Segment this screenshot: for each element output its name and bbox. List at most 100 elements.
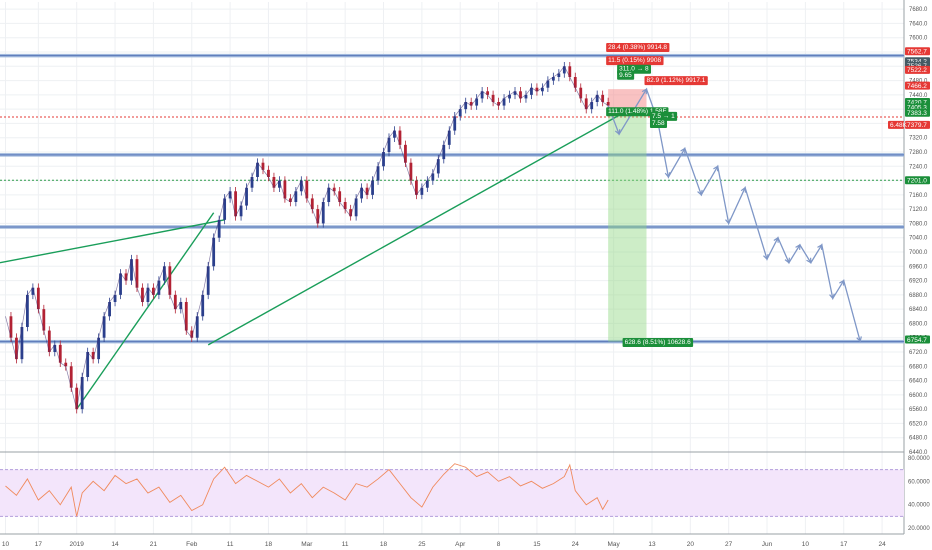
candle-body — [97, 337, 101, 360]
time-tick-label: 10 — [2, 541, 10, 548]
candle-body — [546, 80, 550, 88]
time-tick-label: 13 — [648, 541, 656, 548]
candle-body — [20, 327, 24, 360]
candle-body — [502, 98, 506, 106]
projection-arrowhead — [784, 257, 790, 264]
price-tick-label: 6560.0 — [909, 407, 928, 413]
candle-body — [299, 180, 303, 192]
candle-body — [152, 287, 155, 295]
trendline[interactable] — [76, 212, 215, 410]
candle-body — [234, 191, 237, 217]
candle-body — [447, 130, 451, 145]
candle-body — [486, 91, 490, 95]
time-tick-label: 11 — [227, 541, 234, 548]
annotation-box — [606, 42, 670, 52]
projection-arrowhead — [740, 186, 747, 193]
candle-body — [195, 316, 199, 338]
candle-body — [250, 177, 254, 188]
candle-body — [365, 187, 369, 195]
trendlines[interactable] — [0, 108, 631, 410]
annotation-box — [649, 111, 678, 121]
candle-body — [530, 87, 533, 95]
candle-body — [321, 202, 325, 224]
candle-body — [184, 302, 188, 331]
price-tick-label: 6880.0 — [909, 293, 928, 299]
price-tick-label: 6640.0 — [909, 379, 928, 385]
time-tick-label: 10 — [802, 541, 810, 548]
rsi-line — [5, 463, 609, 517]
trendline[interactable] — [0, 219, 225, 264]
candle-body — [551, 77, 555, 81]
projection-arrowhead — [664, 172, 671, 179]
price-label-text: 6.48K — [890, 122, 908, 129]
rsi-axis: 80.0000 60.0000 40.0000 20.0000 — [908, 456, 930, 532]
time-tick-label: Mar — [301, 541, 313, 548]
annotation-text: 9.65 — [619, 72, 632, 79]
price-tick-label: 6520.0 — [909, 421, 928, 427]
projection-arrowhead — [725, 218, 731, 225]
price-tick-label: 6720.0 — [909, 350, 928, 356]
candle-body — [519, 91, 522, 99]
price-line — [5, 65, 609, 410]
candle-body — [371, 180, 374, 195]
candle-body — [47, 330, 51, 352]
candle-body — [442, 144, 446, 160]
candle-body — [568, 66, 572, 77]
candle-body — [267, 169, 270, 177]
annotation-text: 111.0 (1.48%) 1.58F — [608, 108, 666, 115]
time-tick-label: 20 — [687, 541, 695, 548]
candle-body — [278, 180, 281, 188]
time-tick-label: 17 — [840, 541, 848, 548]
price-label-box — [905, 108, 930, 117]
rsi-tick-label: 40.0000 — [908, 503, 930, 509]
price-tick-label: 7280.0 — [909, 150, 928, 156]
time-tick-label: 2019 — [69, 541, 84, 548]
time-axis[interactable]: 10 17 2019 14 21 Feb 11 18 Mar 11 18 25 Apr 8 15 24 May 1… — [2, 541, 886, 548]
price-tick-label: 7000.0 — [909, 250, 928, 256]
price-tick-label: 6600.0 — [909, 393, 928, 399]
price-label-text: 7379.7 — [907, 122, 927, 129]
price-tick-label: 7120.0 — [909, 207, 928, 213]
candle-body — [288, 198, 292, 202]
rsi-band-fill — [0, 469, 904, 517]
price-tick-label: 7680.0 — [909, 7, 928, 13]
candle-body — [513, 91, 517, 95]
price-axis[interactable]: 7680.07640.07600.07560.07520.07480.07440… — [909, 7, 928, 456]
candle-body — [354, 198, 358, 217]
price-tick-label: 6840.0 — [909, 307, 928, 313]
price-label-box — [905, 120, 930, 129]
candle-body — [102, 316, 106, 338]
candle-body — [141, 287, 144, 302]
candle-body — [58, 344, 62, 363]
candle-body — [113, 294, 117, 302]
short-position[interactable] — [608, 89, 647, 342]
price-label-box — [888, 120, 904, 129]
trendline[interactable] — [207, 108, 631, 346]
time-tick-label: 8 — [497, 541, 501, 548]
time-tick-label: Apr — [455, 541, 466, 548]
candle-body — [310, 198, 314, 210]
candle-body — [393, 130, 396, 138]
candle-body — [190, 330, 194, 338]
price-series — [5, 62, 610, 414]
time-tick-label: 18 — [380, 541, 388, 548]
time-tick-label: 11 — [342, 541, 349, 548]
candle-body — [162, 266, 166, 281]
candle-body — [316, 209, 320, 224]
time-tick-label: 25 — [418, 541, 426, 548]
take-profit-zone[interactable] — [608, 114, 647, 342]
price-label-text: 7522.2 — [907, 67, 927, 74]
candle-body — [69, 366, 73, 388]
projection-arrowhead — [680, 147, 686, 154]
candle-body — [562, 66, 566, 74]
candle-body — [343, 202, 347, 210]
candle-body — [590, 102, 594, 110]
time-tick-label: 21 — [150, 541, 158, 548]
price-tick-label: 7320.0 — [909, 136, 928, 142]
time-tick-label: Feb — [186, 541, 198, 548]
candle-body — [414, 180, 418, 195]
price-tick-label: 6960.0 — [909, 264, 928, 270]
annotation-text: 28.4 (0.38%) 9914.8 — [608, 44, 667, 51]
candle-body — [168, 266, 172, 295]
price-tick-label: 6800.0 — [909, 321, 928, 327]
